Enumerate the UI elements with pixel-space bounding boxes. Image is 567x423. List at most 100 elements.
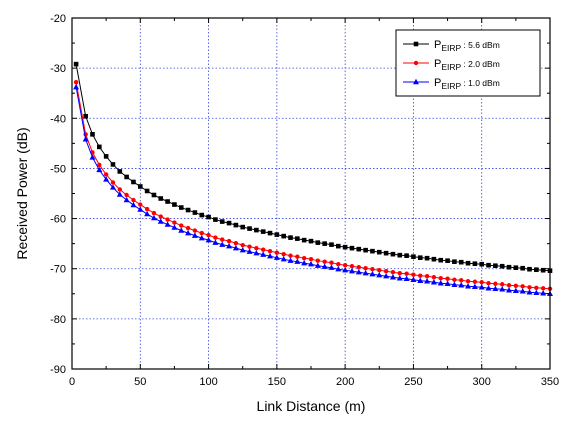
data-point <box>301 259 308 266</box>
data-point <box>151 192 157 198</box>
data-point <box>240 242 245 248</box>
data-point <box>396 275 403 281</box>
data-point <box>534 267 539 273</box>
data-point <box>261 247 266 252</box>
data-point <box>486 262 491 268</box>
data-point <box>254 227 259 233</box>
data-point <box>109 184 116 190</box>
data-point <box>246 248 253 254</box>
data-point <box>96 166 103 173</box>
data-point <box>144 210 151 217</box>
data-point <box>294 258 301 264</box>
data-point <box>124 192 129 198</box>
data-point <box>267 248 273 254</box>
data-point <box>438 276 443 281</box>
y-tick-label: -70 <box>50 264 66 276</box>
data-point <box>239 246 246 253</box>
legend-label-main: P <box>434 77 441 89</box>
data-point <box>485 285 492 291</box>
data-point <box>226 242 233 249</box>
data-point <box>322 259 327 264</box>
data-point <box>452 259 457 264</box>
x-tick-label: 200 <box>336 376 354 388</box>
data-point <box>472 279 478 284</box>
data-point <box>212 239 219 245</box>
legend-label-value: : 5.6 dBm <box>461 40 500 50</box>
legend-label-value: : 2.0 dBm <box>461 59 500 69</box>
data-point <box>295 254 300 259</box>
legend-label-value: : 1.0 dBm <box>461 78 500 88</box>
data-point <box>157 218 164 224</box>
x-axis-title: Link Distance (m) <box>257 398 366 414</box>
series-2 <box>73 79 553 291</box>
series-3 <box>73 83 553 296</box>
x-tick-label: 100 <box>199 376 217 388</box>
data-point <box>540 267 546 273</box>
data-point <box>117 187 123 192</box>
data-point <box>281 251 286 257</box>
data-point <box>430 279 437 285</box>
legend-marker <box>413 78 419 85</box>
legend-label-subscript: EIRP <box>441 62 461 72</box>
data-point <box>191 232 198 238</box>
data-point <box>165 217 170 222</box>
data-point <box>123 196 130 203</box>
data-point <box>172 202 177 207</box>
data-point <box>130 201 137 208</box>
data-point <box>336 262 341 267</box>
data-point <box>506 264 512 270</box>
data-point <box>219 219 225 224</box>
data-point <box>520 284 525 289</box>
data-point <box>411 254 416 259</box>
data-point <box>295 236 300 241</box>
data-point <box>506 287 513 293</box>
data-point <box>233 222 239 228</box>
data-point <box>527 285 532 290</box>
data-point <box>158 214 163 219</box>
data-point <box>240 224 246 230</box>
data-point <box>260 229 266 234</box>
y-tick-label: -30 <box>50 63 66 75</box>
data-point <box>131 179 136 185</box>
data-point <box>520 265 525 271</box>
y-tick-label: -40 <box>50 113 66 125</box>
data-point <box>185 207 191 213</box>
data-point <box>513 265 519 271</box>
data-point <box>137 184 143 189</box>
data-point <box>486 281 491 286</box>
data-point <box>390 270 396 275</box>
data-point <box>206 214 211 220</box>
data-point <box>356 246 362 252</box>
data-point <box>362 270 369 276</box>
data-point <box>493 281 498 286</box>
data-point <box>404 253 409 258</box>
grid <box>72 18 550 369</box>
data-point <box>83 113 88 119</box>
data-point <box>335 266 342 272</box>
data-point <box>363 266 368 271</box>
data-point <box>342 267 349 273</box>
data-point <box>315 258 321 263</box>
data-point <box>301 255 307 261</box>
data-point <box>185 229 192 236</box>
series-1 <box>73 61 553 274</box>
data-point <box>321 263 328 269</box>
data-point <box>411 272 416 277</box>
data-point <box>97 162 102 168</box>
data-point <box>444 280 451 286</box>
data-point <box>254 245 259 251</box>
data-point <box>499 286 506 292</box>
data-point <box>410 276 417 282</box>
data-point <box>247 226 252 231</box>
x-tick-label: 0 <box>69 376 75 388</box>
data-point <box>533 289 540 295</box>
y-tick-label: -90 <box>50 364 66 376</box>
legend-item-1: PEIRP : 5.6 dBm <box>403 39 500 53</box>
data-point <box>219 241 226 247</box>
data-point <box>459 278 464 283</box>
data-point <box>165 199 170 204</box>
data-point <box>274 250 280 255</box>
data-point <box>471 283 478 289</box>
data-point <box>116 191 123 197</box>
data-point <box>253 249 260 256</box>
